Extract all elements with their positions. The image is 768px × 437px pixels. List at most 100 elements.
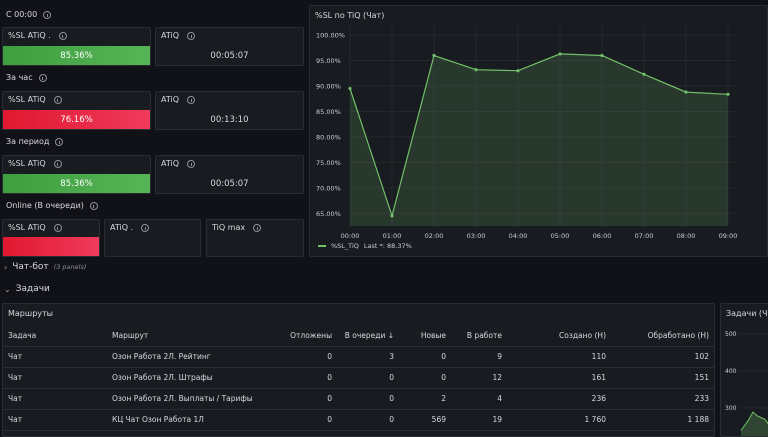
stat-panel-atiq-period[interactable]: ATiQ 00:05:07 <box>155 155 304 194</box>
info-icon[interactable] <box>141 223 150 232</box>
column-header-postponed[interactable]: Отложены <box>277 325 337 347</box>
section-label: С 00:00 <box>6 10 38 19</box>
stat-value: 76.16% <box>3 110 150 129</box>
table-cell: 0 <box>337 367 399 389</box>
table-header-row: Задача Маршрут Отложены В очереди ↓ Новы… <box>3 325 714 347</box>
table-cell: 3 <box>337 346 399 368</box>
column-header-task[interactable]: Задача <box>3 325 107 347</box>
column-header-in-queue[interactable]: В очереди ↓ <box>337 325 399 347</box>
info-icon[interactable] <box>53 223 62 232</box>
legend-swatch <box>318 245 326 247</box>
y-tick-label: 100.00% <box>316 32 345 40</box>
tasks-chart-panel[interactable]: Задачи (Ча 500 400 300 <box>720 303 768 437</box>
column-header-created[interactable]: Создано (Н) <box>507 325 611 347</box>
y-tick-label: 400 <box>725 368 737 375</box>
section-label: Online (В очереди) <box>6 201 84 210</box>
panel-title: %SL ATiQ <box>8 223 46 232</box>
legend-last-value: Last *: 88.37% <box>363 242 412 250</box>
data-point <box>558 52 562 56</box>
row-chatbot[interactable]: › Чат-бот (3 panels) <box>4 262 86 272</box>
info-icon[interactable] <box>38 73 47 82</box>
section-title-per-hour: За час <box>6 73 47 82</box>
info-icon[interactable] <box>187 31 196 40</box>
info-icon[interactable] <box>43 10 52 19</box>
legend-series-label: %SL_TiQ <box>331 242 359 250</box>
table-cell: 2 <box>399 388 451 410</box>
info-icon[interactable] <box>89 201 98 210</box>
info-icon[interactable] <box>53 159 62 168</box>
stat-panel-tiq-max-online[interactable]: TiQ max <box>206 219 304 257</box>
panel-title: %SL по TiQ (Чат) <box>315 11 385 20</box>
y-tick-label: 65.00% <box>316 210 341 218</box>
row-tasks[interactable]: ⌄ Задачи <box>4 284 50 294</box>
section-label: За период <box>6 137 50 146</box>
x-tick-label: 03:00 <box>467 232 486 240</box>
info-icon[interactable] <box>187 159 196 168</box>
info-icon[interactable] <box>55 137 64 146</box>
y-tick-label: 300 <box>725 405 737 412</box>
table-cell: 569 <box>399 409 451 431</box>
table-cell: 102 <box>611 346 714 368</box>
x-tick-label: 09:00 <box>719 232 738 240</box>
table-row[interactable]: Чат Озон Работа 2Л. Выплаты / Тарифы 0 0 2 4 2… <box>3 388 714 410</box>
panel-title: TiQ max <box>212 223 246 232</box>
panel-title: %SL ATiQ . <box>8 31 51 40</box>
chart-legend[interactable]: %SL_TiQ Last *: 88.37% <box>318 242 412 250</box>
panel-title: Задачи (Ча <box>726 309 768 318</box>
info-icon[interactable] <box>253 223 262 232</box>
table-row[interactable]: Чат Озон Работа 2Л. Рейтинг 0 3 0 9 110 102 <box>3 346 714 368</box>
row-label: Задачи <box>15 284 50 294</box>
column-header-route[interactable]: Маршрут <box>107 325 277 347</box>
stat-panel-sl-since[interactable]: %SL ATiQ . 85.36% <box>2 27 151 66</box>
stat-panel-atiq-since[interactable]: ATiQ 00:05:07 <box>155 27 304 66</box>
stat-panel-atiq-online[interactable]: ATiQ . <box>104 219 201 257</box>
stat-panel-sl-period[interactable]: %SL ATiQ 85.36% <box>2 155 151 194</box>
panel-count: (3 panels) <box>53 263 87 271</box>
table-cell: Озон Работа 2Л. Выплаты / Тарифы <box>107 388 277 410</box>
x-tick-label: 07:00 <box>635 232 654 240</box>
chevron-down-icon: ⌄ <box>4 284 11 294</box>
data-point <box>642 72 646 76</box>
table-cell: 0 <box>337 388 399 410</box>
info-icon[interactable] <box>58 31 67 40</box>
table-row[interactable]: Чат КЦ Чат Озон Работа 1Л 0 0 569 19 1 760 1 18… <box>3 409 714 431</box>
table-cell: 110 <box>507 346 611 368</box>
y-tick-label: 70.00% <box>316 184 341 192</box>
section-label: За час <box>6 73 33 82</box>
stat-panel-atiq-hour[interactable]: ATiQ 00:13:10 <box>155 91 304 130</box>
tasks-chart: 500 400 300 <box>725 331 768 436</box>
info-icon[interactable] <box>53 95 62 104</box>
column-header-processed[interactable]: Обработано (Н) <box>611 325 714 347</box>
section-title-online: Online (В очереди) <box>6 201 98 210</box>
table-cell: 233 <box>611 388 714 410</box>
column-header-new[interactable]: Новые <box>399 325 451 347</box>
info-icon[interactable] <box>187 95 196 104</box>
data-point <box>348 86 352 91</box>
column-header-in-progress[interactable]: В работе <box>451 325 507 347</box>
table-cell: 0 <box>399 346 451 368</box>
table-cell: Чат <box>3 346 107 368</box>
series-line <box>740 411 768 431</box>
table-row[interactable]: Чат Озон Работа 2Л. Штрафы 0 0 0 12 161 151 <box>3 367 714 389</box>
panel-title: %SL ATiQ <box>8 95 46 104</box>
table-cell: 0 <box>277 367 337 389</box>
table-cell: Озон Работа 2Л. Штрафы <box>107 367 277 389</box>
section-title-per-period: За период <box>6 137 64 146</box>
x-tick-label: 08:00 <box>677 232 696 240</box>
panel-title: ATiQ <box>161 95 180 104</box>
routes-panel[interactable]: Маршруты Задача Маршрут Отложены В очере… <box>2 303 715 437</box>
y-tick-label: 90.00% <box>316 83 341 91</box>
stat-panel-sl-online[interactable]: %SL ATiQ <box>2 219 100 257</box>
y-tick-label: 75.00% <box>316 159 341 167</box>
table-cell: Чат <box>3 409 107 431</box>
sl-tiq-chart: 100.00% 95.00% 90.00% 85.00% 80.00% 75.00% 70.… <box>316 26 738 240</box>
row-label: Чат-бот <box>12 262 49 272</box>
stat-value: 85.36% <box>3 174 150 193</box>
chart-panel-sl-tiq[interactable]: %SL по TiQ (Чат) 100.00% 95.00% 90.00% 85.0… <box>309 5 768 257</box>
stat-panel-sl-hour[interactable]: %SL ATiQ 76.16% <box>2 91 151 130</box>
table-cell: 0 <box>337 409 399 431</box>
table-cell: 236 <box>507 388 611 410</box>
data-point <box>432 53 436 58</box>
panel-title: ATiQ <box>161 31 180 40</box>
data-point <box>516 69 520 73</box>
